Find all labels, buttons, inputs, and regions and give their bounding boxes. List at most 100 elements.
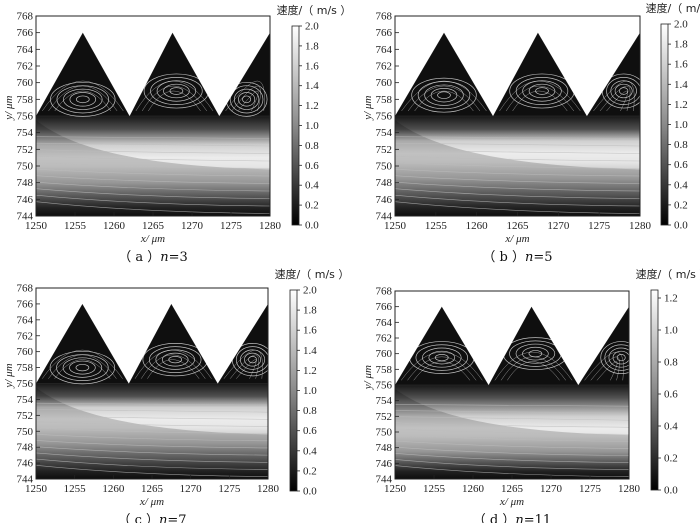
y-tick-label: 768 <box>17 283 34 295</box>
vortex-streamline <box>535 87 549 95</box>
y-tick-label: 758 <box>376 364 393 376</box>
y-tick-label: 750 <box>376 161 393 173</box>
caption-prefix: （ a ） <box>118 250 160 265</box>
x-tick-label: 1265 <box>141 483 164 495</box>
vortex-streamline <box>424 84 464 106</box>
y-tick-label: 750 <box>17 161 34 173</box>
x-axis-label: x/ μm <box>499 496 524 508</box>
x-tick-label: 1250 <box>384 220 407 232</box>
velocity-field <box>395 116 640 216</box>
tooth-cavity <box>577 306 629 386</box>
caption-variable: n <box>525 250 533 265</box>
colorbar-title: 速度/（ m/s ） <box>275 267 350 281</box>
y-tick-label: 750 <box>376 427 393 439</box>
y-tick-label: 752 <box>376 144 393 156</box>
vortex-streamline <box>417 81 471 110</box>
channel-streamline <box>395 465 629 477</box>
channel-streamline <box>36 142 270 147</box>
caption-value: =7 <box>167 513 186 523</box>
channel-streamline <box>36 446 268 456</box>
vortex-streamline <box>229 85 264 114</box>
vortex-streamline <box>163 83 190 99</box>
vortex-streamline <box>238 92 256 107</box>
x-tick-label: 1280 <box>257 483 280 495</box>
vortex-streamline <box>528 83 556 99</box>
cavity-streamline <box>499 80 581 112</box>
y-tick-label: 744 <box>17 474 34 486</box>
y-tick-label: 760 <box>17 77 34 89</box>
x-tick-label: 1255 <box>425 220 448 232</box>
channel-streamline <box>36 427 268 434</box>
channel-streamline <box>36 181 270 192</box>
x-tick-label: 1260 <box>102 483 125 495</box>
cavity-streamline <box>54 90 112 112</box>
y-tick-label: 756 <box>17 378 34 390</box>
channel-streamline <box>395 162 640 169</box>
channel-streamline <box>395 194 640 207</box>
vortex-streamline <box>248 356 257 364</box>
plot-area <box>395 291 629 479</box>
colorbar-title: 速度/（ m/s ） <box>646 1 700 15</box>
colorbar-tick-label: 0.8 <box>674 139 688 151</box>
channel-streamline <box>36 175 270 184</box>
y-tick-label: 762 <box>17 61 34 73</box>
channel-streamline <box>395 188 640 199</box>
colorbar-tick-label: 2.0 <box>305 21 319 33</box>
vortex-streamline <box>619 87 629 95</box>
colorbar-tick-label: 1.4 <box>674 79 688 91</box>
colorbar-tick-label: 1.0 <box>303 385 317 397</box>
channel-streamline <box>395 201 640 214</box>
x-axis-label: x/ μm <box>504 233 529 245</box>
y-tick-label: 752 <box>17 410 34 422</box>
x-tick-label: 1265 <box>501 483 524 495</box>
y-tick-label: 764 <box>376 44 393 56</box>
y-tick-label: 752 <box>17 144 34 156</box>
caption-value: =5 <box>533 250 552 265</box>
y-tick-label: 746 <box>376 194 393 206</box>
y-tick-label: 766 <box>376 27 393 39</box>
colorbar-tick-label: 0.4 <box>303 445 317 457</box>
tooth-cavity <box>586 32 640 117</box>
channel-streamline <box>36 162 270 169</box>
cavity-streamline <box>148 90 201 112</box>
vortex-streamline <box>75 95 90 104</box>
cavity-streamline <box>606 90 628 112</box>
colorbar <box>650 289 659 491</box>
cavity-streamline <box>41 350 123 379</box>
vortex-streamline <box>411 77 477 113</box>
colorbar-tick-label: 2.0 <box>674 19 688 31</box>
vortex-streamline <box>56 85 109 114</box>
cavity-streamline <box>414 90 474 112</box>
x-tick-label: 1260 <box>103 220 126 232</box>
channel-streamline <box>36 188 270 199</box>
vortex-streamline <box>522 80 562 102</box>
cavity-streamline <box>494 352 573 381</box>
channel-streamline <box>395 440 629 449</box>
channel-streamline <box>395 181 640 192</box>
cavity-streamline <box>48 85 118 112</box>
y-tick-label: 768 <box>376 286 393 298</box>
x-axis-label: x/ μm <box>139 496 164 508</box>
inlet-shadow <box>36 120 270 216</box>
solid-wall-region <box>395 291 629 385</box>
colorbar-tick-label: 0.0 <box>303 486 317 498</box>
panel-caption: （ b ）n=5 <box>482 250 552 265</box>
channel-streamline <box>36 409 268 413</box>
colorbar-tick-label: 0.0 <box>664 485 678 497</box>
caption-prefix: （ b ） <box>482 250 525 265</box>
vortex-streamline <box>233 88 260 110</box>
chart-panel-d: 744 746 748 750 752 754 756 758 760 762 764 766 768 1… <box>362 267 700 523</box>
y-tick-label: 764 <box>17 314 34 326</box>
y-tick-label: 748 <box>17 442 34 454</box>
cavity-streamline <box>590 356 620 381</box>
cavity-streamline <box>407 85 481 112</box>
y-tick-label: 762 <box>17 330 34 342</box>
cavity-streamline <box>599 85 631 112</box>
x-tick-label: 1250 <box>384 483 407 495</box>
x-tick-label: 1275 <box>588 220 611 232</box>
vortex-streamline <box>522 346 549 361</box>
colorbar-tick-label: 0.0 <box>674 220 688 232</box>
colorbar-tick-label: 0.4 <box>674 179 688 191</box>
channel-streamline <box>395 149 640 154</box>
